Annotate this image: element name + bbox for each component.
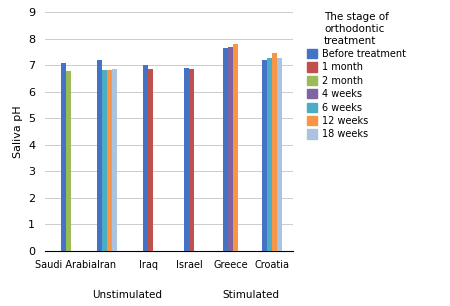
Bar <box>107 70 112 251</box>
Bar <box>262 60 267 251</box>
Bar <box>112 69 117 251</box>
Bar <box>148 69 153 251</box>
Bar <box>61 63 66 251</box>
Bar <box>267 58 272 251</box>
Bar <box>97 60 102 251</box>
Bar <box>189 69 194 251</box>
Bar <box>228 47 233 251</box>
Legend: Before treatment, 1 month, 2 month, 4 weeks, 6 weeks, 12 weeks, 18 weeks: Before treatment, 1 month, 2 month, 4 we… <box>307 12 406 139</box>
Bar <box>233 44 238 251</box>
Bar <box>223 48 228 251</box>
Y-axis label: Saliva pH: Saliva pH <box>13 105 22 158</box>
Bar <box>184 68 189 251</box>
Bar <box>277 58 282 251</box>
Bar <box>143 65 148 251</box>
Bar <box>66 71 71 251</box>
Bar <box>272 53 277 251</box>
Bar <box>102 70 107 251</box>
Text: Unstimulated: Unstimulated <box>93 290 162 300</box>
Text: Stimulated: Stimulated <box>223 290 280 300</box>
